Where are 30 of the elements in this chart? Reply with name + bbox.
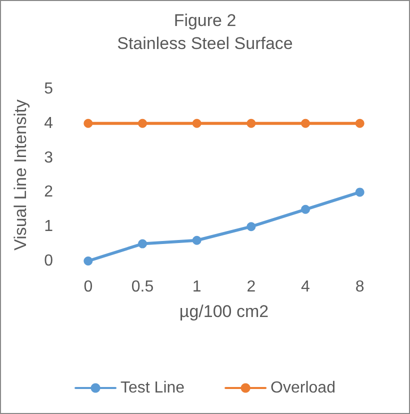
chart-title: Figure 2 <box>174 11 236 30</box>
point <box>246 222 256 232</box>
legend-label: Overload <box>270 380 336 396</box>
point <box>138 118 147 128</box>
y-tick-label: 3 <box>44 149 54 166</box>
point <box>301 118 310 128</box>
x-axis-title: µg/100 cm2 <box>179 302 269 321</box>
y-axis-title: Visual Line Intensity <box>11 99 30 250</box>
legend-label: Test Line <box>120 380 185 396</box>
x-tick-label: 0 <box>84 278 93 296</box>
point <box>355 188 364 197</box>
y-tick-label: 5 <box>44 80 54 98</box>
point <box>84 256 93 266</box>
point <box>355 118 364 128</box>
x-tick-label: 1 <box>192 278 202 296</box>
y-tick-label: 1 <box>44 218 54 236</box>
point <box>301 204 310 214</box>
y-tick-label: 4 <box>44 114 54 132</box>
y-tick-label: 2 <box>44 184 54 201</box>
point <box>138 239 147 248</box>
x-tick-label: 2 <box>246 278 256 296</box>
x-tick-label: 4 <box>301 278 310 296</box>
point <box>192 118 202 128</box>
point <box>192 236 202 245</box>
y-tick-label: 0 <box>44 252 54 270</box>
point <box>246 118 256 128</box>
chart-subtitle: Stainless Steel Surface <box>117 34 293 53</box>
x-tick-label: 8 <box>355 278 364 296</box>
point <box>84 118 93 128</box>
x-tick-label: 0.5 <box>131 278 154 296</box>
